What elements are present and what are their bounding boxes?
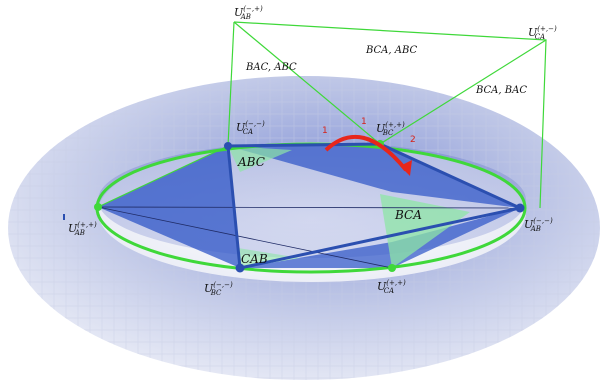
- node-ca-bottom: [388, 264, 396, 272]
- u-label-bc-inner: U(+,+) BC: [376, 121, 405, 137]
- u-label-ab-right: U(−,−) AB: [524, 217, 553, 233]
- u-label-ab-top: U(−,+) AB: [234, 5, 263, 21]
- green-region-cab: [238, 248, 300, 268]
- svg-text:U(+,+)BC: U(+,+) BC: [376, 121, 405, 137]
- svg-text:U(−,−)BC: U(−,−) BC: [204, 281, 233, 297]
- arc-number-1a: 1: [322, 126, 328, 136]
- green-region-abc: [228, 146, 292, 172]
- blue-region-bottom: [240, 208, 520, 268]
- node-ab-right: [515, 203, 525, 213]
- node-bc-bottom: [235, 263, 245, 273]
- region-label-bca-bac: BCA, BAC: [475, 85, 527, 96]
- u-label-ca-bottom: U(+,+) CA: [377, 279, 406, 295]
- blue-edges: [226, 142, 521, 270]
- thin-lines: [97, 206, 521, 269]
- u-label-ca-top-right: U(+,−) CA: [528, 25, 557, 41]
- region-label-abc: ABC: [237, 155, 265, 169]
- svg-text:U(−,+)AB: U(−,+) AB: [234, 5, 263, 21]
- svg-text:U(+,−)CA: U(+,−) CA: [528, 25, 557, 41]
- svg-text:U(+,+)AB: U(+,+) AB: [68, 221, 97, 237]
- red-arc: [324, 134, 408, 172]
- node-ca-inner: [224, 142, 232, 150]
- green-polygon: [97, 21, 547, 209]
- region-label-bca: BCA: [394, 208, 422, 222]
- svg-text:U(−,−)AB: U(−,−) AB: [524, 217, 553, 233]
- svg-text:U(+,+)CA: U(+,+) CA: [377, 279, 406, 295]
- arc-number-1b: 1: [361, 117, 367, 127]
- green-region-bca: [380, 194, 470, 268]
- torus: [8, 76, 600, 380]
- u-label-ab-left: U(+,+) AB: [68, 221, 97, 237]
- svg-text:U(−,−)CA: U(−,−) CA: [236, 120, 265, 136]
- nodes: [63, 140, 525, 273]
- region-label-bac-abc: BAC, ABC: [245, 62, 297, 73]
- region-label-cab: CAB: [241, 252, 268, 266]
- node-ab-left: [94, 203, 102, 211]
- left-tick: [63, 214, 65, 220]
- arc-number-2: 2: [410, 135, 416, 145]
- red-arc-head: [400, 160, 412, 176]
- region-label-bca-abc: BCA, ABC: [365, 45, 418, 56]
- green-regions: [228, 146, 470, 268]
- blue-region-top: [228, 144, 520, 208]
- u-label-ca-inner: U(−,−) CA: [236, 120, 265, 136]
- u-label-bc-bottom: U(−,−) BC: [204, 281, 233, 297]
